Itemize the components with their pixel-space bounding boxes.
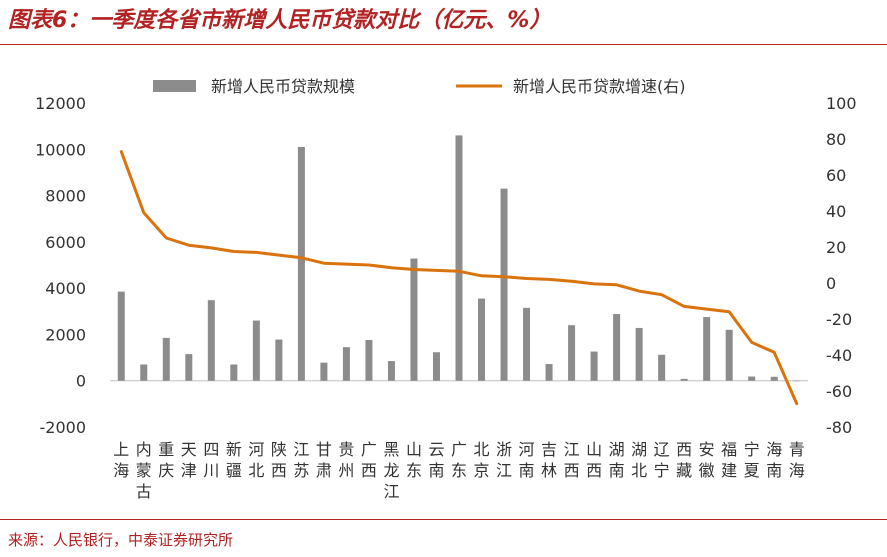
bar xyxy=(455,135,463,381)
category-label: 吉林 xyxy=(541,440,557,480)
bar xyxy=(523,307,531,381)
category-label: 西藏 xyxy=(676,440,692,480)
legend-bar-swatch xyxy=(153,80,196,92)
category-label: 甘肃 xyxy=(316,440,332,480)
category-label: 内蒙古 xyxy=(136,440,152,501)
source-note: 来源：人民银行，中泰证券研究所 xyxy=(8,531,234,549)
bar xyxy=(365,339,373,381)
legend: 新增人民币贷款规模 新增人民币贷款增速(右) xyxy=(153,77,686,96)
bar xyxy=(275,339,283,381)
category-label: 江苏 xyxy=(293,440,309,480)
category-label: 天津 xyxy=(181,440,197,480)
legend-line-label: 新增人民币贷款增速(右) xyxy=(513,77,686,96)
y-left-tick-label: 10000 xyxy=(35,140,86,159)
bar xyxy=(185,354,193,381)
bar xyxy=(703,317,711,381)
y-left-tick-label: 12000 xyxy=(35,94,86,113)
bar xyxy=(658,354,666,381)
line-series xyxy=(119,150,799,406)
chart-area: 新增人民币贷款规模 新增人民币贷款增速(右) 12000100008000600… xyxy=(35,77,856,501)
category-label: 安徽 xyxy=(699,440,715,480)
bar xyxy=(545,364,553,381)
y-left-tick-label: 8000 xyxy=(45,187,86,206)
bar xyxy=(117,291,125,381)
category-label: 重庆 xyxy=(158,440,174,480)
y-right-tick-label: -40 xyxy=(826,346,852,365)
category-label: 云南 xyxy=(428,440,444,480)
category-label: 北京 xyxy=(474,440,490,480)
bar xyxy=(748,376,756,381)
category-label: 江西 xyxy=(564,440,580,480)
y-left-tick-label: -2000 xyxy=(40,418,87,437)
bar xyxy=(568,325,576,381)
category-label: 黑龙江 xyxy=(383,440,399,501)
y-left-tick-label: 0 xyxy=(76,372,86,391)
category-label: 宁夏 xyxy=(744,440,760,480)
bar xyxy=(387,361,395,381)
chart-title: 图表6：一季度各省市新增人民币贷款对比（亿元、%） xyxy=(8,8,552,33)
y-right-tick-label: 80 xyxy=(826,130,846,149)
category-label: 辽宁 xyxy=(654,440,670,480)
bar xyxy=(342,347,350,381)
bar xyxy=(207,300,215,381)
category-label: 广东 xyxy=(451,440,467,480)
y-right-tick-label: 0 xyxy=(826,274,836,293)
category-label: 浙江 xyxy=(496,440,512,480)
category-label: 新疆 xyxy=(226,440,242,480)
bar xyxy=(320,362,328,381)
category-label: 山西 xyxy=(586,440,602,480)
bar xyxy=(162,337,170,381)
y-right-tick-label: 20 xyxy=(826,238,846,257)
category-label: 山东 xyxy=(406,440,422,480)
bar xyxy=(140,364,148,381)
category-label: 湖南 xyxy=(609,440,625,480)
category-label: 贵州 xyxy=(338,440,354,480)
axes: 12000 10000 8000 6000 4000 2000 0 -2000 100 80 60 4… xyxy=(35,94,856,437)
bar-series xyxy=(117,135,801,382)
category-label: 海南 xyxy=(766,440,782,480)
y-left-tick-label: 2000 xyxy=(45,325,86,344)
bar xyxy=(410,258,418,381)
bar xyxy=(635,327,643,381)
bar xyxy=(432,352,440,381)
bar xyxy=(793,380,801,382)
category-label: 上海 xyxy=(113,440,129,480)
category-label: 湖北 xyxy=(631,440,647,480)
y-left-tick-label: 4000 xyxy=(45,279,86,298)
category-label: 陕西 xyxy=(271,440,287,480)
bar xyxy=(725,329,733,381)
bar xyxy=(230,364,238,381)
bar xyxy=(770,376,778,381)
bar xyxy=(500,188,508,381)
y-right-tick-label: -60 xyxy=(826,382,852,401)
category-label: 河北 xyxy=(248,440,264,480)
y-right-tick-label: 40 xyxy=(826,202,846,221)
y-left-tick-label: 6000 xyxy=(45,233,86,252)
bar xyxy=(613,314,621,381)
category-label: 福建 xyxy=(721,440,737,480)
category-label: 广西 xyxy=(361,440,377,480)
bar xyxy=(680,378,688,381)
legend-bar-label: 新增人民币贷款规模 xyxy=(211,77,355,96)
bar xyxy=(478,298,486,381)
y-right-tick-label: 60 xyxy=(826,166,846,185)
category-label: 河南 xyxy=(519,440,535,480)
y-right-tick-label: -20 xyxy=(826,310,852,329)
source-divider xyxy=(0,519,887,520)
y-right-tick-label: -80 xyxy=(826,418,852,437)
bar xyxy=(252,320,260,381)
bar xyxy=(590,351,598,381)
category-labels: 上海内蒙古重庆天津四川新疆河北陕西江苏甘肃贵州广西黑龙江山东云南广东北京浙江河南… xyxy=(113,440,804,501)
y-right-tick-label: 100 xyxy=(826,94,857,113)
bar xyxy=(297,146,305,381)
title-divider xyxy=(0,44,887,45)
category-label: 青海 xyxy=(789,440,805,480)
category-label: 四川 xyxy=(203,440,219,480)
